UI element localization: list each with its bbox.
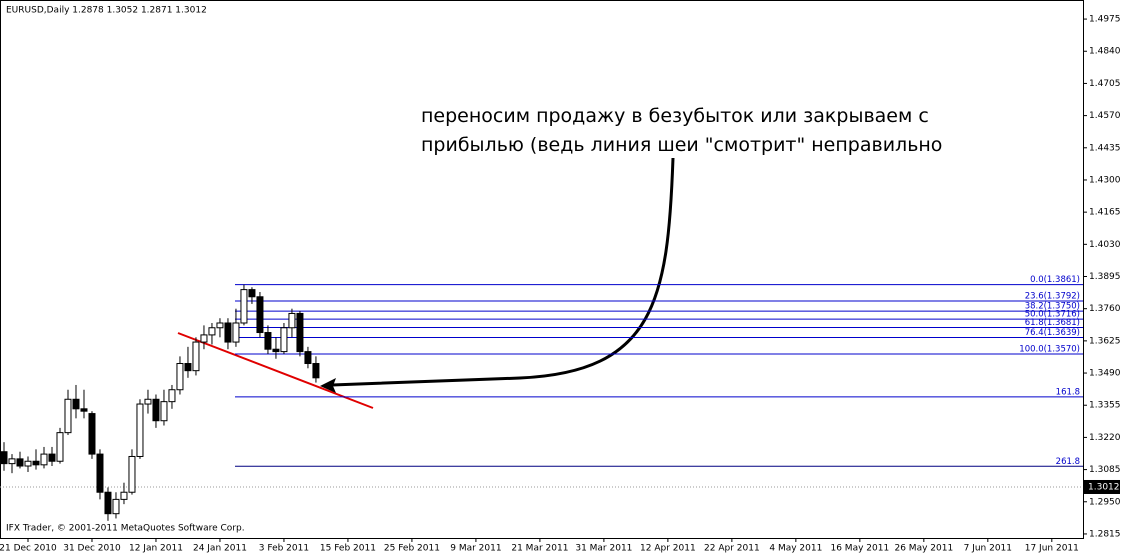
x-tick-label: 7 Jun 2011 (964, 544, 1012, 554)
x-tick-label: 15 Feb 2011 (320, 544, 376, 554)
y-tick-label: 1.2815 (1089, 529, 1121, 539)
arrow (331, 157, 675, 387)
x-tick-label: 21 Dec 2010 (0, 544, 57, 554)
x-tick-label: 17 Jun 2011 (1025, 544, 1079, 554)
candle-body (144, 398, 152, 405)
x-tick-label: 12 Apr 2011 (640, 544, 696, 554)
candle-body (192, 341, 200, 372)
y-tick-label: 1.3490 (1089, 369, 1121, 379)
fib-label: 161.8 (1056, 387, 1080, 397)
candle-body (112, 498, 120, 515)
candle-body (88, 413, 96, 455)
y-tick-label: 1.4975 (1089, 15, 1121, 25)
candle-body (56, 432, 64, 462)
y-tick-label: 1.4300 (1089, 175, 1121, 185)
candle-body (176, 363, 184, 391)
x-tick-label: 4 May 2011 (769, 544, 822, 554)
y-tick-label: 1.3220 (1089, 433, 1121, 443)
y-tick-label: 1.4840 (1089, 47, 1121, 57)
x-tick-label: 16 May 2011 (830, 544, 889, 554)
candle-body (136, 403, 144, 457)
y-tick-label: 1.4165 (1089, 208, 1121, 218)
candle-body (160, 401, 168, 422)
candle-body (40, 453, 48, 466)
fib-label: 261.8 (1056, 457, 1080, 467)
candle-body (256, 296, 264, 334)
y-tick-label: 1.3895 (1089, 272, 1121, 282)
candle-body (96, 453, 104, 493)
candle-body (272, 348, 280, 353)
fib-label: 23.6(1.3792) (1025, 292, 1080, 302)
x-tick-label: 21 Mar 2011 (511, 544, 568, 554)
x-tick-label: 22 Apr 2011 (704, 544, 760, 554)
x-tick-label: 31 Mar 2011 (575, 544, 632, 554)
y-tick-label: 1.2950 (1089, 497, 1121, 507)
candle-body (280, 327, 288, 353)
plot-frame (0, 0, 1084, 539)
fib-label: 76.4(1.3639) (1025, 328, 1080, 338)
candle-body (152, 398, 160, 422)
candle-body (288, 312, 296, 329)
y-tick-label: 1.3760 (1089, 304, 1121, 314)
annotation: прибылью (ведь линия шеи "смотрит" непра… (421, 134, 942, 156)
candle-body (168, 389, 176, 403)
candle-body (216, 322, 224, 329)
candle-body (8, 458, 16, 465)
y-tick-label: 1.4030 (1089, 240, 1121, 250)
chart-title: EURUSD,Daily 1.2878 1.3052 1.2871 1.3012 (6, 6, 207, 16)
arrow-head (320, 378, 336, 393)
x-tick-label: 25 Feb 2011 (384, 544, 440, 554)
y-tick-label: 1.3085 (1089, 465, 1121, 475)
candle-body (72, 398, 80, 410)
candle-body (184, 363, 192, 372)
candle-body (64, 398, 72, 434)
candle-body (128, 455, 136, 493)
candle-body (48, 453, 56, 462)
candle-body (16, 458, 24, 467)
candle-body (248, 289, 256, 298)
candle-body (208, 327, 216, 336)
y-tick-label: 1.4435 (1089, 143, 1121, 153)
y-tick-label: 1.4570 (1089, 111, 1121, 121)
x-tick-label: 12 Jan 2011 (129, 544, 183, 554)
fib-label: 100.0(1.3570) (1019, 344, 1080, 354)
x-tick-label: 9 Mar 2011 (450, 544, 501, 554)
y-tick-label: 1.3625 (1089, 336, 1121, 346)
fib-label: 0.0(1.3861) (1030, 275, 1080, 285)
candle-body (240, 289, 248, 324)
fib-label: 50.0(1.3716) (1025, 310, 1080, 320)
x-tick-label: 24 Jan 2011 (193, 544, 247, 554)
fib-label: 38.2(1.3750) (1025, 302, 1080, 312)
candle-body (200, 334, 208, 343)
candle-body (312, 363, 320, 379)
footer: IFX Trader, © 2001-2011 MetaQuotes Softw… (6, 524, 245, 534)
trend-line (177, 332, 374, 409)
current-price-label: 1.3012 (1088, 482, 1120, 492)
candle-body (264, 332, 272, 350)
candle-body (32, 460, 40, 466)
x-tick-label: 26 May 2011 (894, 544, 953, 554)
candle-body (120, 491, 128, 500)
candle-body (296, 312, 304, 353)
x-tick-label: 31 Dec 2010 (63, 544, 121, 554)
candle-body (104, 491, 112, 515)
current-price-box (1084, 479, 1120, 494)
candle-body (304, 351, 312, 365)
candle-body (80, 408, 88, 412)
fib-label: 61.8(1.3681) (1025, 318, 1080, 328)
annotation: переносим продажу в безубыток или закрыв… (421, 105, 929, 127)
candle-body (232, 322, 240, 343)
x-tick-label: 3 Feb 2011 (259, 544, 309, 554)
candle-body (24, 460, 32, 467)
y-tick-label: 1.4705 (1089, 79, 1121, 89)
candle-body (0, 451, 8, 465)
candle-body (224, 322, 232, 343)
y-tick-label: 1.3355 (1089, 401, 1121, 411)
